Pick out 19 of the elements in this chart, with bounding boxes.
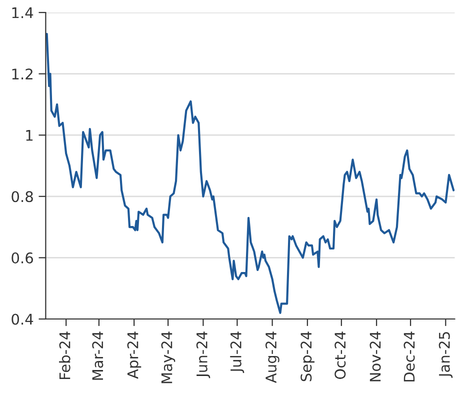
x-tick-label: Jul-24 (230, 332, 244, 373)
y-tick-label: 1.2 (12, 68, 32, 80)
x-tick-label: May-24 (161, 332, 176, 384)
y-tick-label: 1.4 (12, 7, 34, 18)
x-tick-label: Oct-24 (334, 332, 346, 380)
x-tick-label: Nov-24 (370, 332, 381, 382)
x-tick-label: Dec-24 (404, 332, 415, 382)
x-tick-label: Apr-24 (127, 332, 142, 379)
x-tick-label: Feb-24 (59, 332, 70, 380)
y-tick-label: 0.8 (12, 191, 33, 202)
x-tick-label: Sep-24 (300, 332, 314, 382)
x-tick-label: Mar-24 (92, 332, 104, 380)
line-series (46, 32, 455, 314)
y-tick-label: 0.6 (12, 252, 33, 264)
x-tick-label: Jan-25 (438, 332, 453, 378)
y-tick-label: 1 (26, 130, 33, 141)
x-tick-label: Jun-24 (196, 332, 210, 378)
x-tick-label: Aug-24 (266, 332, 280, 383)
y-tick-label: 0.4 (12, 314, 34, 325)
